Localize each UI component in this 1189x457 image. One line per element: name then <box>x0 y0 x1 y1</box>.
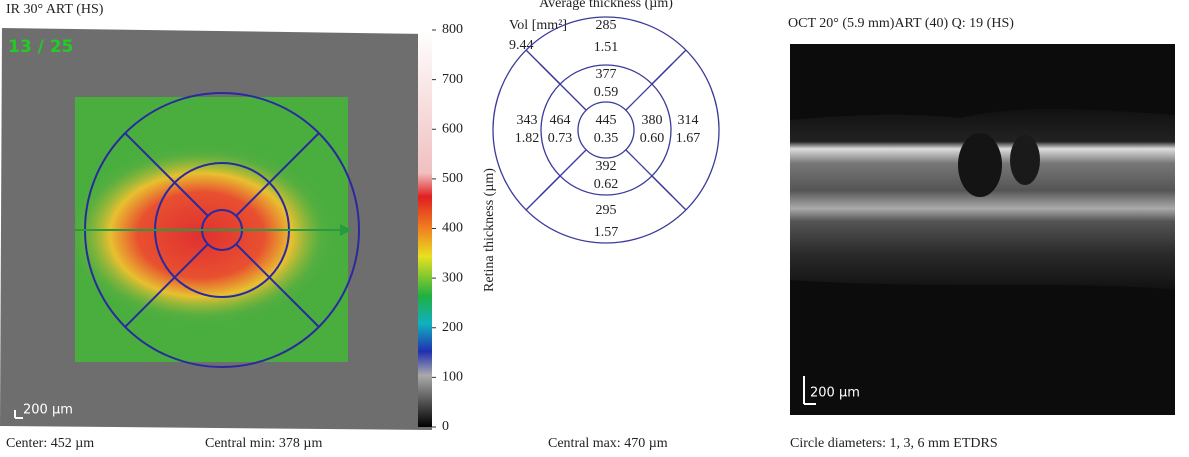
etdrs-title: Average thickness (µm) <box>539 0 673 11</box>
sector-thickness: 392 <box>596 159 617 174</box>
color-scale <box>418 30 432 427</box>
sector-volume: 0.60 <box>640 131 665 146</box>
color-scale-ticks: 0 100 200 300 400 500 600 700 800 <box>432 22 463 434</box>
tick-label: 300 <box>442 270 463 285</box>
figure: IR 30° ART (HS) 13 / 25 200 µm Retina th… <box>0 0 1189 457</box>
color-scale-label: Retina thickness (µm) <box>482 168 497 292</box>
scale-bar-label: 200 µm <box>23 403 73 418</box>
volume-label: Vol [mm²] <box>509 18 567 33</box>
footer-center: Center: 452 µm <box>6 436 94 451</box>
panel-title: OCT 20° (5.9 mm)ART (40) Q: 19 (HS) <box>788 16 1014 31</box>
sector-thickness: 343 <box>517 113 538 128</box>
tick-label: 800 <box>442 22 463 37</box>
sector-thickness: 285 <box>596 18 617 33</box>
footer-central-min: Central min: 378 µm <box>205 436 322 451</box>
sector-volume: 1.57 <box>594 225 619 240</box>
sector-thickness: 464 <box>550 113 571 128</box>
tick-label: 500 <box>442 171 463 186</box>
footer-circle-diameters: Circle diameters: 1, 3, 6 mm ETDRS <box>790 436 998 451</box>
sector-thickness: 314 <box>678 113 699 128</box>
sector-volume: 0.73 <box>548 131 573 146</box>
oct-cyst <box>1010 135 1040 185</box>
sector-volume: 0.59 <box>594 85 619 100</box>
sector-thickness: 380 <box>642 113 663 128</box>
tick-label: 400 <box>442 221 463 236</box>
footer-central-max: Central max: 470 µm <box>548 436 668 451</box>
tick-label: 700 <box>442 72 463 87</box>
sector-volume: 1.51 <box>594 40 619 55</box>
tick-label: 600 <box>442 121 463 136</box>
sector-thickness: 445 <box>596 113 617 128</box>
sector-volume: 0.62 <box>594 177 619 192</box>
thickness-hotspot <box>75 140 355 330</box>
tick-label: 200 <box>442 320 463 335</box>
sector-thickness: 377 <box>596 67 617 82</box>
oct-cyst <box>958 133 1002 197</box>
tick-label: 0 <box>442 419 449 434</box>
sector-volume: 1.67 <box>676 131 701 146</box>
frame-label: 13 / 25 <box>8 37 73 57</box>
tick-label: 100 <box>442 370 463 385</box>
panel-title: IR 30° ART (HS) <box>6 2 104 17</box>
sector-thickness: 295 <box>596 203 617 218</box>
sector-volume: 0.35 <box>594 131 619 146</box>
scale-bar-label: 200 µm <box>810 386 860 401</box>
sector-volume: 1.82 <box>515 131 540 146</box>
